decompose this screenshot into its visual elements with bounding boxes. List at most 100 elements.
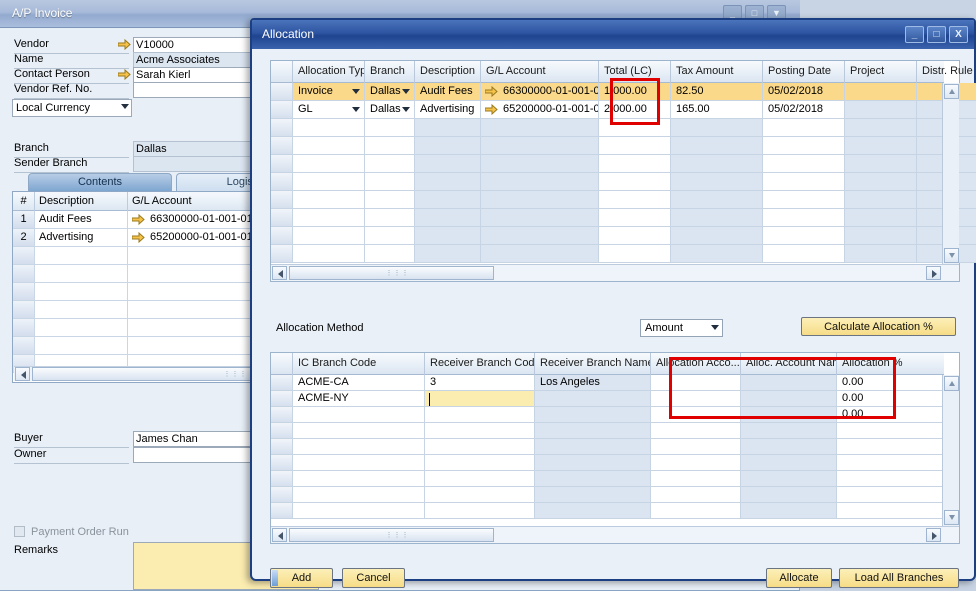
chevron-down-icon[interactable] [402,107,410,112]
cell-allocation-type[interactable] [293,137,365,155]
cell-tax-amount[interactable]: 165.00 [671,101,763,119]
col-header-posting-date[interactable]: Posting Date [763,61,845,83]
cell-tax-amount[interactable] [671,137,763,155]
gl-account-link-icon[interactable] [131,213,145,228]
cell-tax-amount[interactable] [671,119,763,137]
cancel-button[interactable]: Cancel [342,568,405,588]
cell-description[interactable] [415,209,481,227]
cell-allocation-account[interactable] [651,423,741,439]
col-header-g-l-account[interactable]: G/L Account [481,61,599,83]
table-row[interactable] [271,137,976,155]
cell-receiver-branch-code[interactable] [425,391,535,407]
cell-alloc-account-name[interactable] [741,487,837,503]
cell-posting-date[interactable] [763,209,845,227]
cell-allocation-type[interactable]: GL [293,101,365,119]
cell-allocation-pct[interactable] [837,503,944,519]
cell-gl-account[interactable] [481,119,599,137]
cell-receiver-branch-code[interactable] [425,423,535,439]
cell-alloc-account-name[interactable] [741,375,837,391]
cell-allocation-account[interactable] [651,487,741,503]
ap-cell-description[interactable] [35,265,128,283]
table-row[interactable] [271,455,944,471]
cell-project[interactable] [845,83,917,101]
table-row[interactable] [271,245,976,263]
cell-gl-account[interactable] [481,137,599,155]
cell-allocation-type[interactable] [293,209,365,227]
table-row[interactable] [271,155,976,173]
cell-allocation-type[interactable] [293,119,365,137]
cell-receiver-branch-name[interactable] [535,423,651,439]
cell-total-lc[interactable] [599,137,671,155]
cell-posting-date[interactable] [763,155,845,173]
maximize-icon[interactable]: □ [927,26,946,43]
cell-total-lc[interactable] [599,173,671,191]
cell-branch[interactable] [365,209,415,227]
minimize-icon[interactable]: _ [905,26,924,43]
cell-gl-account[interactable] [481,209,599,227]
cell-project[interactable] [845,155,917,173]
col-header-allocation-acco[interactable]: Allocation Acco... [651,353,741,375]
allocation-method-select[interactable]: Amount [640,319,723,337]
table-row[interactable]: ACME-NY 0.00 [271,391,944,407]
chevron-down-icon[interactable] [402,89,410,94]
cell-gl-account[interactable]: 65200000-01-001-01 [481,101,599,119]
cell-project[interactable] [845,209,917,227]
cell-allocation-type[interactable] [293,191,365,209]
cell-description[interactable] [415,119,481,137]
cell-allocation-pct[interactable] [837,455,944,471]
cell-alloc-account-name[interactable] [741,439,837,455]
cell-description[interactable] [415,155,481,173]
scroll-up-icon[interactable] [944,84,959,99]
cell-branch[interactable] [365,173,415,191]
table-row[interactable] [271,423,944,439]
scroll-left-icon[interactable] [15,367,30,381]
ap-cell-description[interactable] [35,301,128,319]
gl-account-link-icon[interactable] [484,85,498,100]
cell-posting-date[interactable] [763,245,845,263]
cell-gl-account[interactable] [481,173,599,191]
cell-allocation-pct[interactable]: 0.00 [837,375,944,391]
chevron-down-icon[interactable] [352,89,360,94]
vertical-scrollbar[interactable] [942,83,959,264]
cell-receiver-branch-name[interactable] [535,391,651,407]
cell-total-lc[interactable] [599,227,671,245]
allocate-button[interactable]: Allocate [766,568,832,588]
cell-posting-date[interactable] [763,137,845,155]
ap-col-description[interactable]: Description [35,192,128,211]
cell-allocation-account[interactable] [651,391,741,407]
cell-alloc-account-name[interactable] [741,407,837,423]
ap-cell-description[interactable] [35,319,128,337]
cell-receiver-branch-name[interactable] [535,503,651,519]
contact-person-link-icon[interactable] [118,69,131,80]
scroll-right-icon[interactable] [926,266,941,280]
cell-branch[interactable] [365,155,415,173]
cell-project[interactable] [845,191,917,209]
cell-gl-account[interactable] [481,155,599,173]
cell-receiver-branch-name[interactable] [535,471,651,487]
table-row[interactable] [271,209,976,227]
scroll-left-icon[interactable] [272,266,287,280]
cell-allocation-account[interactable] [651,375,741,391]
add-button[interactable]: Add [270,568,333,588]
cell-posting-date[interactable] [763,119,845,137]
cell-receiver-branch-code[interactable] [425,471,535,487]
currency-select[interactable]: Local Currency [12,99,132,117]
table-row[interactable] [271,503,944,519]
table-row[interactable]: Invoice Dallas Audit Fees 66300000-01-001-0… [271,83,976,101]
col-header-distr-rule[interactable]: Distr. Rule [922,65,973,77]
cell-project[interactable] [845,101,917,119]
cell-ic-branch-code[interactable] [293,439,425,455]
cell-allocation-type[interactable]: Invoice [293,83,365,101]
cell-description[interactable] [415,227,481,245]
cell-gl-account[interactable] [481,245,599,263]
hscroll-thumb[interactable]: ⋮⋮⋮ [289,266,494,280]
cell-alloc-account-name[interactable] [741,503,837,519]
col-header-project[interactable]: Project [845,61,917,83]
cell-allocation-type[interactable] [293,245,365,263]
cell-branch[interactable] [365,191,415,209]
cell-project[interactable] [845,137,917,155]
cell-allocation-pct[interactable] [837,439,944,455]
cell-allocation-type[interactable] [293,155,365,173]
table-row[interactable]: ACME-CA 3 Los Angeles 0.00 [271,375,944,391]
cell-branch[interactable]: Dallas [365,83,415,101]
